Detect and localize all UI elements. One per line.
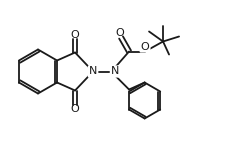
Text: N: N [111, 66, 119, 77]
Text: O: O [141, 41, 149, 51]
Text: O: O [71, 104, 79, 114]
Text: O: O [71, 29, 79, 39]
Text: O: O [116, 27, 124, 37]
Text: N: N [89, 66, 97, 77]
